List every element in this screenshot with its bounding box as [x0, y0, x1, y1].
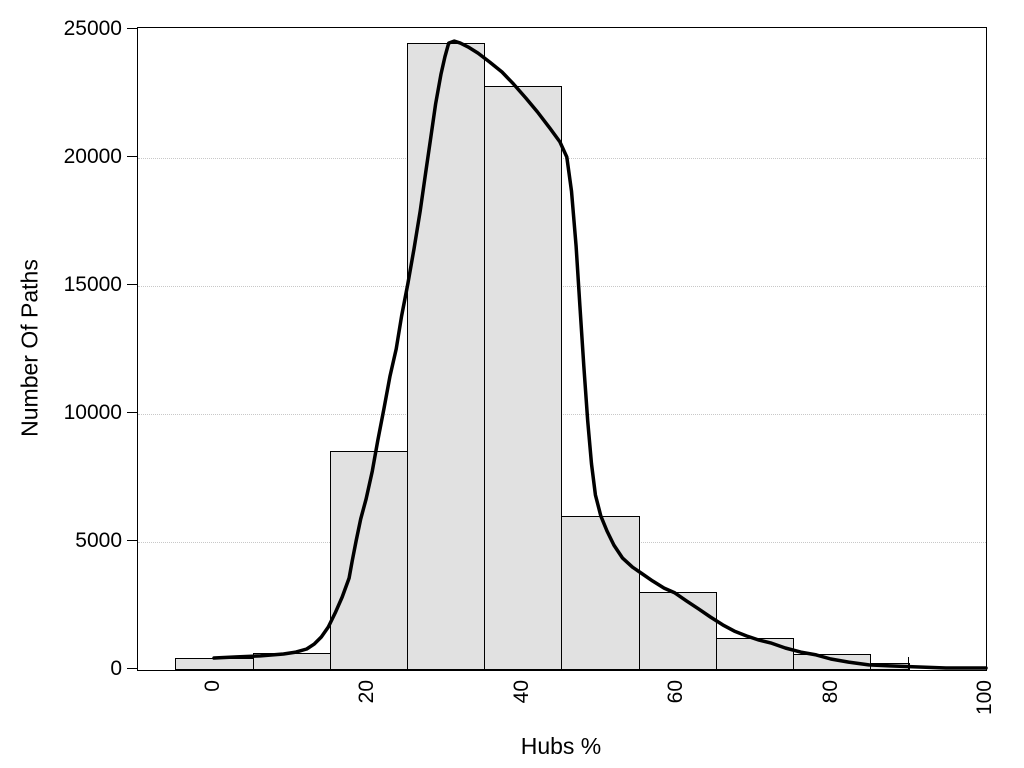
- density-curve: [212, 39, 988, 670]
- y-tick-0: [127, 668, 137, 670]
- histogram-bar-8: [793, 654, 872, 670]
- y-tick-label-5000: 5000: [75, 529, 122, 552]
- last-bin-edge-tick: [907, 657, 910, 670]
- histogram-bar-4: [484, 86, 563, 670]
- y-tick-label-20000: 20000: [63, 145, 122, 169]
- y-tick-20000: [127, 156, 137, 158]
- histogram-bar-6: [638, 591, 717, 670]
- x-axis-title: Hubs %: [520, 733, 602, 759]
- y-tick-5000: [127, 540, 137, 542]
- x-tick-label-60: 60: [664, 680, 688, 704]
- histogram-bar-5: [561, 516, 640, 670]
- x-tick-label-0: 0: [201, 680, 225, 692]
- x-tick-label-100: 100: [973, 680, 996, 716]
- density-curve-path: [212, 39, 988, 670]
- histogram-bar-7: [715, 638, 794, 670]
- x-tick-label-40: 40: [509, 680, 533, 704]
- x-tick-label-80: 80: [818, 680, 842, 704]
- y-tick-25000: [127, 28, 137, 30]
- plot-area: [137, 27, 988, 671]
- x-tick-label-20: 20: [355, 680, 379, 704]
- y-tick-label-25000: 25000: [63, 17, 122, 41]
- y-tick-label-15000: 15000: [63, 273, 122, 297]
- y-tick-label-0: 0: [110, 657, 122, 680]
- y-tick-10000: [127, 412, 137, 414]
- y-tick-label-10000: 10000: [63, 401, 122, 425]
- y-tick-15000: [127, 284, 137, 286]
